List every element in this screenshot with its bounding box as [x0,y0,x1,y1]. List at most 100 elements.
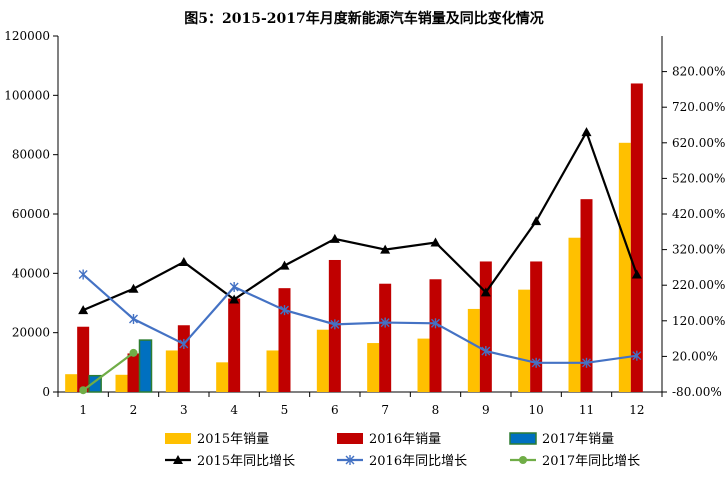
bar [417,338,430,392]
bar [65,374,78,392]
x-tick-label: 10 [529,403,544,417]
bar [177,325,190,392]
bar [165,350,178,392]
legend-label: 2016年销量 [369,432,441,447]
bar [467,308,480,392]
chart-title: 图5：2015-2017年月度新能源汽车销量及同比变化情况 [184,11,544,27]
y2-tick-label: 720.00% [672,100,725,114]
legend-swatch [337,433,363,444]
bar [568,237,581,392]
bar [530,261,543,392]
series-line [82,129,638,312]
legend-label: 2017年销量 [542,432,614,447]
point [330,319,340,330]
y-tick-label: 120000 [4,29,50,43]
x-tick-label: 8 [432,403,440,417]
x-tick-label: 4 [230,403,238,417]
y2-tick-label: 220.00% [672,278,725,292]
bar [367,343,380,392]
bar [266,350,279,392]
series-line [82,273,637,364]
point [380,244,391,254]
bar [278,288,291,392]
point [480,287,491,297]
x-tick-label: 5 [281,403,289,417]
bar [127,353,140,392]
y-tick-label: 20000 [12,326,50,340]
bar [429,279,442,392]
x-tick-label: 12 [629,403,644,417]
point [380,317,390,328]
bar [115,374,128,392]
y2-tick-label: 120.00% [672,314,725,328]
point [229,281,239,292]
bar [138,339,153,393]
bar [216,362,229,392]
point [581,127,592,137]
point [178,257,189,267]
legend: 2015年销量 2016年销量 2017年销量 2015年同比增长 2016年同比增长 2… [165,432,640,469]
x-tick-label: 2 [130,403,138,417]
y2-tick-label: 320.00% [672,243,725,257]
y-tick-label: 40000 [12,266,50,280]
line-series [78,127,642,395]
point [531,357,541,368]
x-tick-label: 11 [579,403,594,417]
point [79,386,88,395]
legend-swatch [165,433,191,444]
y-tick-label: 100000 [4,88,50,102]
point [519,456,527,464]
legend-swatch [509,432,537,445]
point [129,314,138,325]
y-tick-label: 0 [42,385,50,399]
point [78,305,89,315]
point [481,346,491,357]
point [329,233,340,243]
x-tick-label: 3 [180,403,188,417]
x-tick-label: 9 [482,403,490,417]
y2-tick-label: 420.00% [672,207,725,221]
legend-label: 2017年同比增长 [542,454,640,469]
y2-tick-label: 620.00% [672,136,725,150]
y2-tick-label: -80.00% [672,385,722,399]
bar [630,83,643,392]
point [78,269,88,280]
legend-label: 2015年销量 [197,432,269,447]
bar [479,261,492,392]
series-line [82,351,135,392]
bar [580,199,593,392]
point [345,455,355,465]
x-tick-label: 6 [331,403,339,417]
bar [77,326,90,392]
point [179,338,189,349]
point [632,350,642,361]
point [229,294,240,304]
bar [518,289,531,392]
point [582,357,591,368]
y2-tick-label: 520.00% [672,171,725,185]
point [173,455,183,464]
bar-series [65,83,643,393]
x-tick-label: 7 [381,403,389,417]
bar [379,283,392,392]
y-tick-label: 60000 [12,207,50,221]
point [631,269,642,279]
y2-tick-label: 20.00% [672,349,718,363]
bar [228,298,241,392]
axes: 0 20000 40000 60000 80000 100000 120000 -80.00%… [4,29,725,417]
y-tick-label: 80000 [12,148,50,162]
point [279,260,290,270]
point [129,348,138,357]
y2-tick-label: 820.00% [672,65,725,79]
bar [316,329,329,392]
x-tick-label: 1 [79,403,87,417]
point [280,305,289,316]
bar [618,142,631,392]
legend-label: 2015年同比增长 [197,454,295,469]
point [430,237,441,247]
point [128,283,139,293]
point [431,318,440,329]
legend-label: 2016年同比增长 [369,454,467,469]
point [531,216,542,226]
